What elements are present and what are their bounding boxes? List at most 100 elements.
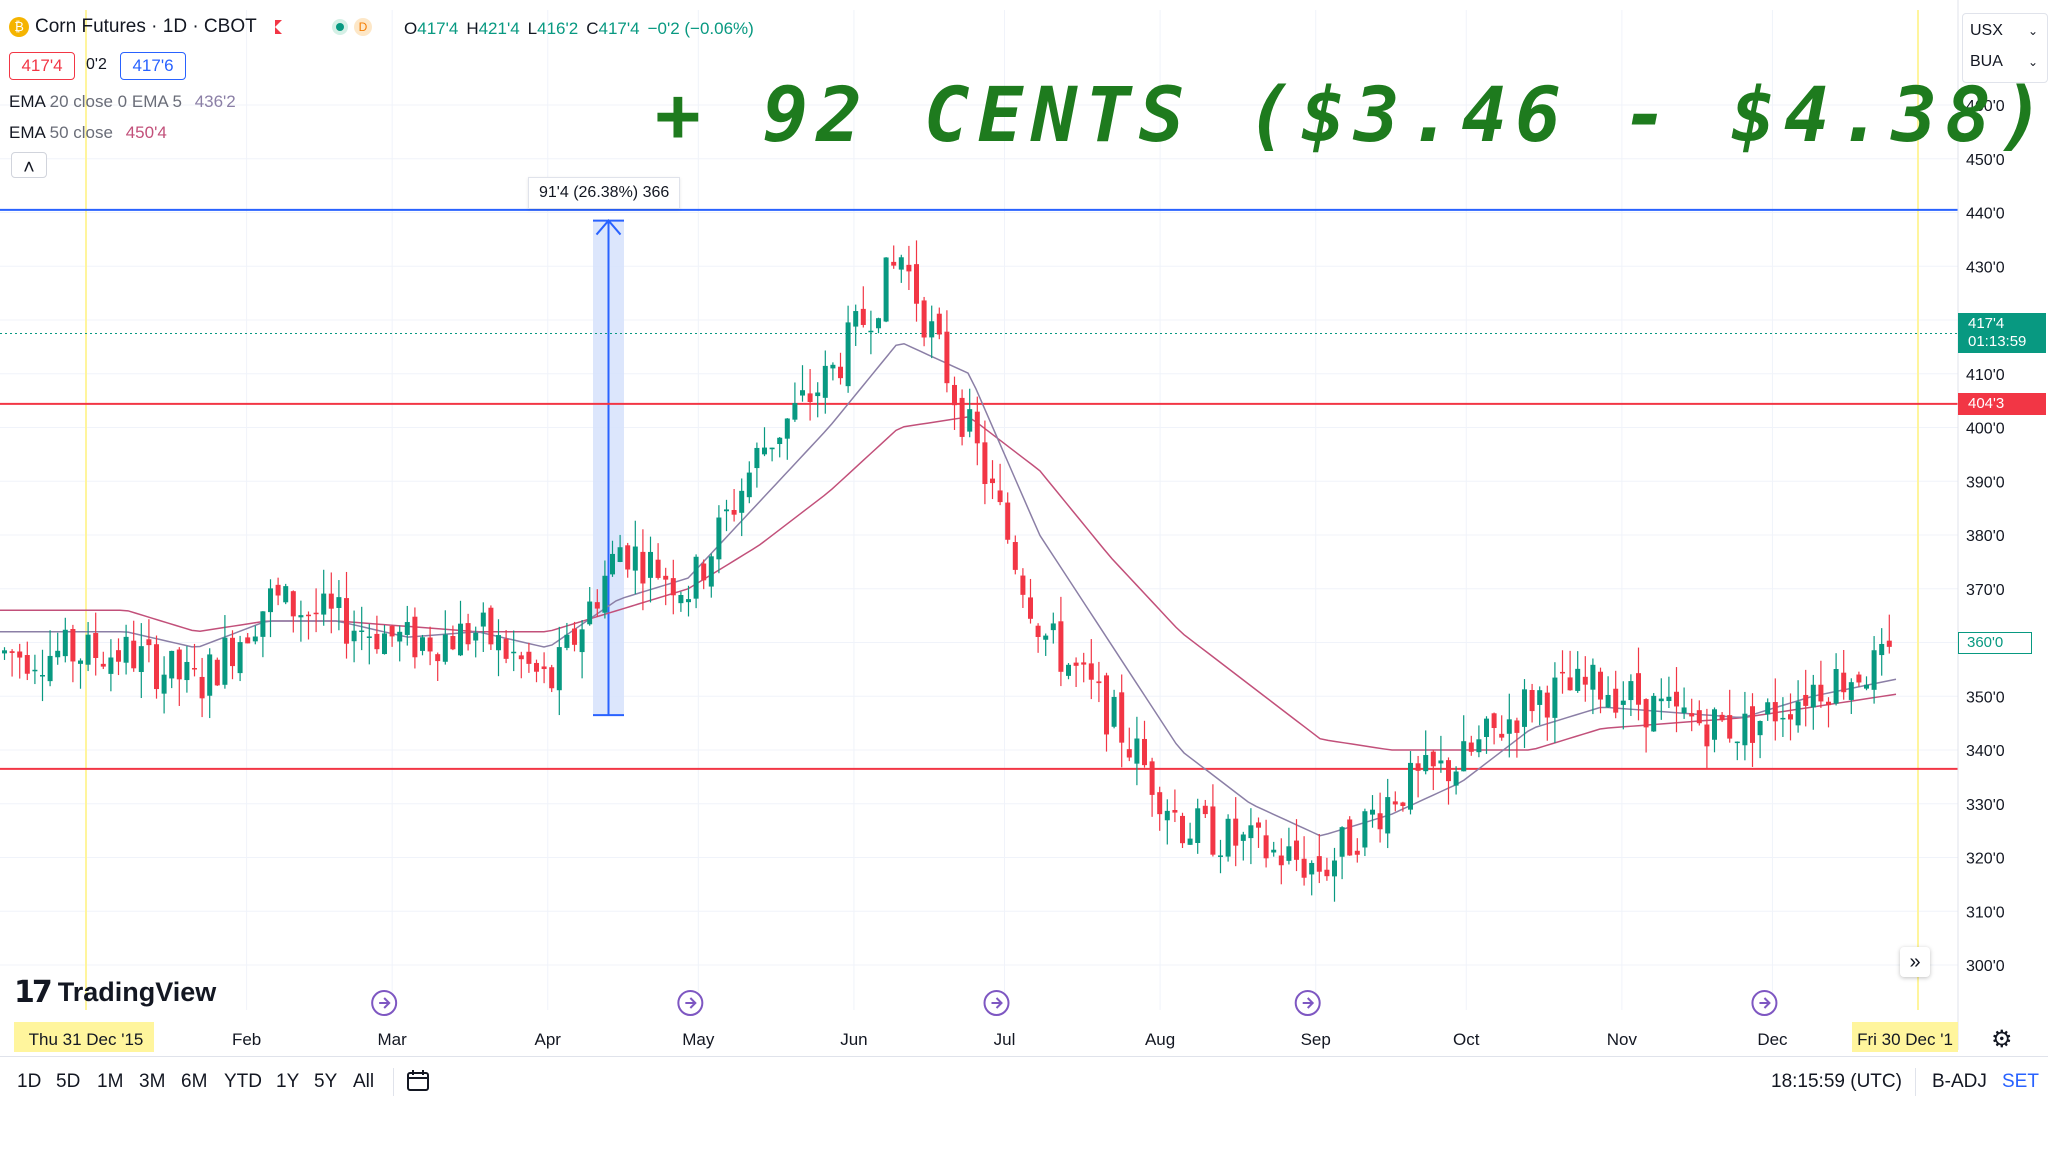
price-range-measure[interactable] xyxy=(593,219,624,717)
candle-body xyxy=(1886,640,1892,647)
timeframe-button-1m[interactable]: 1M xyxy=(97,1071,124,1092)
candle-body xyxy=(78,660,83,664)
candle-body xyxy=(24,655,30,674)
candle-body xyxy=(1354,850,1360,855)
candle-body xyxy=(769,447,775,450)
unit-select[interactable]: BUA ⌄ xyxy=(1962,47,2044,77)
candle-body xyxy=(762,447,767,455)
candle-body xyxy=(518,655,524,660)
back-adjust-toggle[interactable]: B-ADJ xyxy=(1932,1071,1987,1092)
buy-price-button[interactable]: 417'6 xyxy=(120,52,186,80)
candle-body xyxy=(47,655,53,682)
candle-body xyxy=(435,654,441,662)
candle-body xyxy=(252,636,258,642)
delay-badge[interactable]: D xyxy=(354,18,372,36)
currency-unit-panel xyxy=(1962,13,2048,83)
candle-body xyxy=(154,644,159,690)
headline-annotation[interactable]: + 92 CENTS ($3.46 - $4.38) xyxy=(655,70,2048,159)
candle-body xyxy=(1377,813,1383,830)
candle-body xyxy=(1142,738,1147,766)
gear-icon[interactable]: ⚙ xyxy=(1991,1026,2013,1053)
ohlc-key: O xyxy=(404,19,418,38)
candle-body xyxy=(1468,742,1474,752)
y-tick-label: 440'0 xyxy=(1966,206,2005,223)
y-tick-label: 450'0 xyxy=(1966,152,2005,169)
ema50-legend-name: EMA xyxy=(9,123,45,142)
session-toggle[interactable]: SET xyxy=(2002,1071,2039,1092)
candle-body xyxy=(1484,718,1489,737)
candle-body xyxy=(1605,694,1611,708)
currency-select[interactable]: USX ⌄ xyxy=(1962,16,2044,46)
candle-body xyxy=(1218,855,1223,857)
flag-icon[interactable] xyxy=(274,20,282,34)
candle-body xyxy=(1491,713,1497,729)
ema-value-badge[interactable]: 360'0 xyxy=(1958,631,2032,654)
candle-body xyxy=(366,636,372,638)
timeframe-button-ytd[interactable]: YTD xyxy=(224,1071,262,1092)
ema20-legend[interactable]: EMA 20 close 0 EMA 5 436'2 xyxy=(9,92,236,112)
y-tick-label: 390'0 xyxy=(1966,474,2005,491)
candle-body xyxy=(959,397,965,437)
candle-body xyxy=(936,313,942,335)
candle-body xyxy=(9,651,15,653)
candle-body xyxy=(1552,677,1558,718)
x-tick-label: Aug xyxy=(1145,1030,1175,1049)
candle-body xyxy=(876,318,881,329)
x-tick-label: Apr xyxy=(535,1030,562,1049)
scroll-to-realtime-button[interactable]: » xyxy=(1900,947,1930,977)
ohlc-value: 417'4 xyxy=(598,19,640,38)
event-arrow-icon xyxy=(1302,997,1315,1009)
time-axis[interactable]: Feb Mar Apr May Jun Jul Aug Sep Oct Nov Dec Thu 31 … xyxy=(14,990,1958,1052)
candle-body xyxy=(640,551,646,584)
candle-body xyxy=(1871,650,1877,690)
candle-body xyxy=(184,661,190,681)
timeframe-button-5d[interactable]: 5D xyxy=(56,1071,81,1092)
date-range-calendar-button[interactable] xyxy=(405,1068,431,1094)
candle-body xyxy=(860,308,866,325)
timeframe-button-3m[interactable]: 3M xyxy=(139,1071,166,1092)
horizontal-lines[interactable] xyxy=(0,208,1958,770)
market-status[interactable]: D xyxy=(332,18,372,36)
ohlc-key: C xyxy=(586,19,599,38)
ema50-legend[interactable]: EMA 50 close 450'4 xyxy=(9,123,167,143)
utc-clock[interactable]: 18:15:59 (UTC) xyxy=(1771,1071,1902,1092)
candle-body xyxy=(268,588,273,613)
tradingview-logo[interactable]: 17 TradingView xyxy=(14,975,216,1010)
candle-body xyxy=(1803,694,1809,706)
timeframe-button-1d[interactable]: 1D xyxy=(17,1071,42,1092)
collapse-legend-button[interactable]: ˄ xyxy=(11,152,47,179)
ema50-line xyxy=(0,416,1897,751)
candle-body xyxy=(32,669,38,672)
candle-body xyxy=(427,637,433,652)
end-date-label[interactable]: Fri 30 Dec '1 xyxy=(1857,1030,1953,1049)
candle-body xyxy=(982,442,988,485)
candle-body xyxy=(62,629,68,657)
tradingview-wordmark: TradingView xyxy=(57,977,217,1007)
symbol-title[interactable]: Corn Futures · 1D · CBOT xyxy=(35,16,257,37)
candle-body xyxy=(1210,806,1216,855)
timeframe-button-1y[interactable]: 1Y xyxy=(276,1071,300,1092)
start-date-label[interactable]: Thu 31 Dec '15 xyxy=(29,1030,144,1049)
timeframe-button-all[interactable]: All xyxy=(353,1071,375,1092)
timeframe-button-5y[interactable]: 5Y xyxy=(314,1071,338,1092)
red-level-badge[interactable]: 404'3 xyxy=(1958,392,2046,415)
timeframe-button-6m[interactable]: 6M xyxy=(181,1071,208,1092)
candle-body xyxy=(260,611,266,637)
candle-body xyxy=(556,647,562,691)
sell-price-button[interactable]: 417'4 xyxy=(9,52,75,80)
candle-body xyxy=(1666,696,1672,702)
candle-body xyxy=(382,633,387,655)
symbol-header[interactable]: ₿ Corn Futures · 1D · CBOT xyxy=(9,16,282,38)
measure-label[interactable]: 91'4 (26.38%) 366 xyxy=(528,177,681,209)
candle-body xyxy=(1833,669,1839,704)
candle-body xyxy=(579,629,585,653)
candle-body xyxy=(602,575,608,613)
last-price-value: 417'4 xyxy=(1968,315,2005,333)
last-price-badge[interactable]: 417'4 01:13:59 xyxy=(1958,313,2046,354)
candle-body xyxy=(1164,810,1170,821)
y-tick-label: 320'0 xyxy=(1966,851,2005,868)
candle-body xyxy=(1864,684,1869,689)
candle-body xyxy=(1088,663,1094,680)
candle-body xyxy=(632,546,638,571)
